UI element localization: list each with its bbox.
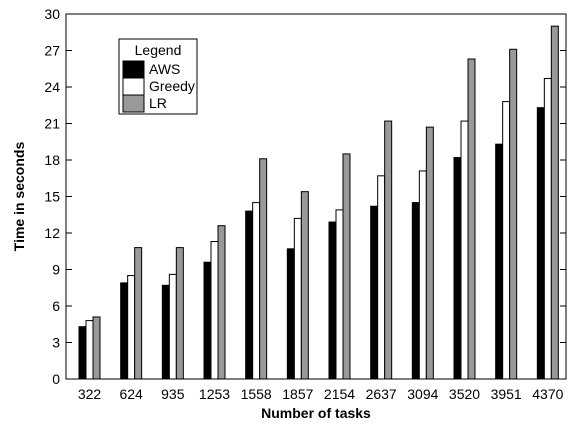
bar-lr-322: [92, 316, 101, 380]
y-tick-label: 6: [52, 298, 60, 314]
bar-lr-935: [175, 247, 184, 380]
bar-lr-2637: [384, 120, 393, 380]
y-tick-label: 9: [52, 262, 60, 278]
bar-aws-935: [161, 284, 170, 380]
bar-greedy-1558: [252, 202, 261, 380]
x-tick-label: 3094: [407, 386, 438, 402]
bar-greedy-624: [127, 275, 136, 380]
y-tick-label: 24: [44, 79, 60, 95]
legend-swatch-greedy: [122, 77, 145, 96]
bar-greedy-3951: [502, 101, 511, 380]
x-tick-label: 4370: [532, 386, 563, 402]
x-tick-label: 2637: [366, 386, 397, 402]
legend-swatch-aws: [122, 60, 145, 79]
x-tick-label: 624: [119, 386, 143, 402]
y-axis-title: Time in seconds: [11, 142, 27, 252]
bar-aws-322: [78, 326, 87, 380]
bar-greedy-2637: [377, 175, 386, 380]
bar-aws-624: [120, 282, 129, 380]
x-tick-label: 1558: [241, 386, 272, 402]
bar-aws-3520: [453, 157, 462, 380]
y-tick-label: 18: [44, 152, 60, 168]
bar-greedy-3094: [418, 170, 427, 380]
bar-lr-1253: [217, 225, 226, 380]
bar-aws-4370: [536, 107, 545, 380]
bar-greedy-1857: [293, 217, 302, 380]
bar-greedy-322: [85, 320, 94, 380]
legend-swatch-lr: [122, 94, 145, 113]
x-axis-title: Number of tasks: [261, 405, 371, 421]
y-tick-label: 21: [44, 116, 60, 132]
x-axis: 322 624 935 1253 1558 1857 2154 2637 3094 3520 395…: [78, 386, 564, 402]
bar-aws-1253: [203, 261, 212, 380]
bars-layer: [78, 25, 559, 380]
y-tick-label: 3: [52, 335, 60, 351]
bar-lr-3094: [425, 126, 434, 380]
bar-lr-3520: [467, 58, 476, 380]
y-tick-label: 15: [44, 189, 60, 205]
x-tick-label: 935: [161, 386, 185, 402]
bar-greedy-3520: [460, 120, 469, 380]
bar-lr-1558: [259, 158, 268, 380]
bar-aws-2637: [370, 205, 379, 380]
bar-lr-4370: [550, 25, 559, 380]
bar-greedy-1253: [210, 241, 219, 380]
x-tick-label: 3951: [491, 386, 522, 402]
legend-title: Legend: [135, 42, 182, 58]
bar-aws-3094: [411, 202, 420, 380]
x-tick-label: 322: [78, 386, 102, 402]
y-axis: 0 3 6 9 12 15 18 21 24 27 30: [44, 6, 566, 387]
bar-greedy-4370: [543, 77, 552, 380]
y-tick-label: 27: [44, 43, 60, 59]
x-tick-label: 3520: [449, 386, 480, 402]
bar-lr-624: [134, 247, 143, 380]
legend-label-aws: AWS: [149, 61, 180, 77]
legend-label-greedy: Greedy: [149, 78, 195, 94]
bar-lr-3951: [509, 48, 518, 380]
y-tick-label: 0: [52, 371, 60, 387]
y-tick-label: 12: [44, 225, 60, 241]
bar-greedy-935: [168, 273, 177, 380]
bar-aws-2154: [328, 221, 337, 380]
bar-aws-1558: [245, 210, 254, 380]
bar-lr-1857: [300, 191, 309, 380]
bar-aws-1857: [286, 248, 295, 380]
x-tick-label: 2154: [324, 386, 355, 402]
bar-greedy-2154: [335, 209, 344, 380]
legend-label-lr: LR: [149, 95, 167, 111]
bar-lr-2154: [342, 153, 351, 380]
bar-aws-3951: [495, 143, 504, 380]
y-tick-label: 30: [44, 6, 60, 22]
x-tick-label: 1857: [282, 386, 313, 402]
x-tick-label: 1253: [199, 386, 230, 402]
